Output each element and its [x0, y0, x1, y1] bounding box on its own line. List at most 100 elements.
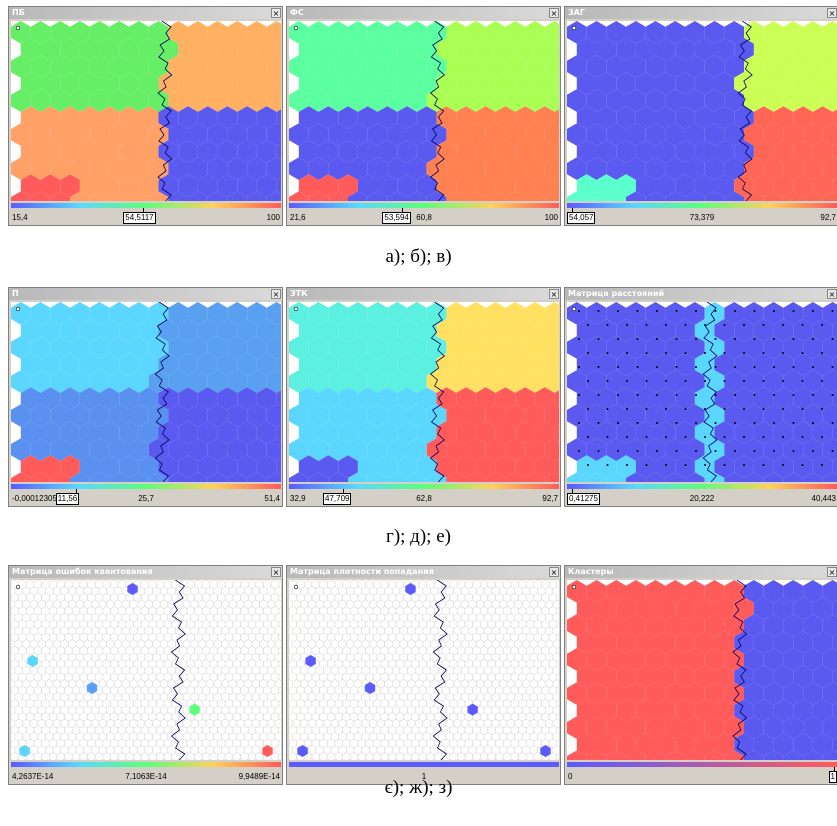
scale-cursor-value[interactable]: 0,41275	[567, 493, 600, 505]
som-node	[675, 421, 695, 444]
color-scale-bar[interactable]	[567, 762, 837, 767]
som-node	[822, 123, 837, 146]
som-node	[685, 123, 705, 146]
som-map[interactable]	[11, 21, 281, 201]
som-node	[387, 55, 407, 78]
som-node	[377, 174, 398, 197]
color-scale-bar[interactable]	[11, 203, 281, 208]
scale-cursor-value[interactable]: 1	[828, 771, 837, 783]
som-node	[168, 21, 188, 44]
node-dot	[762, 408, 765, 410]
scale-cursor-value[interactable]: 11,56	[55, 493, 80, 505]
som-node	[387, 191, 407, 201]
som-map[interactable]	[11, 302, 281, 482]
som-node	[148, 472, 169, 482]
som-map[interactable]	[289, 302, 559, 482]
som-node	[207, 302, 228, 325]
som-node	[763, 404, 784, 427]
som-node	[20, 140, 41, 163]
color-scale-bar[interactable]	[567, 484, 837, 489]
node-dot	[636, 394, 639, 396]
som-node	[626, 472, 646, 482]
node-dot	[587, 464, 589, 466]
som-node	[348, 302, 368, 325]
close-icon[interactable]: ×	[827, 567, 837, 577]
panel-titlebar[interactable]: ФС ×	[287, 7, 560, 19]
close-icon[interactable]: ×	[271, 289, 281, 299]
som-node	[456, 387, 476, 410]
caption-row-3: є); ж); з)	[384, 777, 453, 798]
som-node	[665, 302, 685, 325]
close-icon[interactable]: ×	[827, 8, 837, 18]
scale-max-label: 100	[544, 213, 558, 222]
panel-titlebar[interactable]: Матрица расстояний ×	[565, 288, 837, 300]
som-map[interactable]	[289, 580, 559, 760]
som-node	[266, 89, 281, 112]
som-node	[586, 438, 607, 461]
close-icon[interactable]: ×	[549, 567, 559, 577]
som-node	[60, 319, 80, 342]
som-node	[217, 140, 238, 163]
som-node	[505, 302, 526, 325]
color-scale-bar[interactable]	[289, 484, 559, 489]
som-node	[832, 177, 837, 194]
som-node	[635, 140, 656, 163]
color-scale-bar[interactable]	[11, 484, 281, 489]
som-node	[357, 72, 378, 95]
som-node	[188, 438, 208, 461]
som-node	[626, 157, 646, 180]
node-dot	[723, 380, 726, 382]
som-node	[485, 758, 491, 760]
scale-cursor-value[interactable]: 54,5117	[123, 212, 156, 224]
close-icon[interactable]: ×	[271, 567, 281, 577]
scale-cursor-value[interactable]: 47,709	[323, 493, 352, 505]
som-node	[685, 614, 705, 637]
panel-titlebar[interactable]: ЗТК ×	[287, 288, 560, 300]
panel-titlebar[interactable]: П ×	[9, 288, 282, 300]
som-map[interactable]	[567, 302, 837, 482]
som-node	[685, 157, 705, 180]
color-scale-bar[interactable]	[567, 203, 837, 208]
som-node	[576, 174, 597, 197]
close-icon[interactable]: ×	[827, 289, 837, 299]
node-dot	[675, 394, 678, 396]
som-node	[207, 123, 228, 146]
som-node	[803, 648, 823, 671]
som-node	[596, 597, 617, 620]
som-node	[744, 191, 764, 201]
som-node	[645, 472, 666, 482]
color-scale-bar[interactable]	[289, 762, 559, 767]
som-node	[783, 123, 804, 146]
som-node	[645, 750, 666, 760]
node-dot	[743, 436, 745, 438]
scale-cursor-value[interactable]: 54,057	[567, 212, 596, 224]
node-dot	[743, 324, 745, 326]
som-node	[645, 580, 666, 603]
panel-titlebar[interactable]: ЗАГ ×	[565, 7, 837, 19]
som-node	[832, 143, 837, 160]
panel-titlebar[interactable]: Кластеры ×	[565, 566, 837, 578]
som-node	[119, 72, 139, 95]
som-node	[308, 404, 329, 427]
close-icon[interactable]: ×	[549, 8, 559, 18]
node-dot	[801, 408, 804, 410]
som-node	[714, 733, 735, 756]
som-map[interactable]	[567, 21, 837, 201]
som-node	[505, 55, 526, 78]
color-scale-bar[interactable]	[11, 762, 281, 767]
som-node	[148, 123, 169, 146]
color-scale-bar[interactable]	[289, 203, 559, 208]
som-map[interactable]	[11, 580, 281, 760]
som-map[interactable]	[567, 580, 837, 760]
panel-titlebar[interactable]: ПБ ×	[9, 7, 282, 19]
scale-cursor-value[interactable]: 53,594	[382, 212, 411, 224]
panel-titlebar[interactable]: Матрица плотности попадания ×	[287, 566, 560, 578]
som-map[interactable]	[289, 21, 559, 201]
som-node	[328, 336, 348, 359]
panel-titlebar[interactable]: Матрица ошибок квантования ×	[9, 566, 282, 578]
close-icon[interactable]: ×	[549, 289, 559, 299]
node-dot	[792, 366, 795, 368]
close-icon[interactable]: ×	[271, 8, 281, 18]
som-node	[89, 336, 110, 359]
som-node	[168, 302, 188, 325]
